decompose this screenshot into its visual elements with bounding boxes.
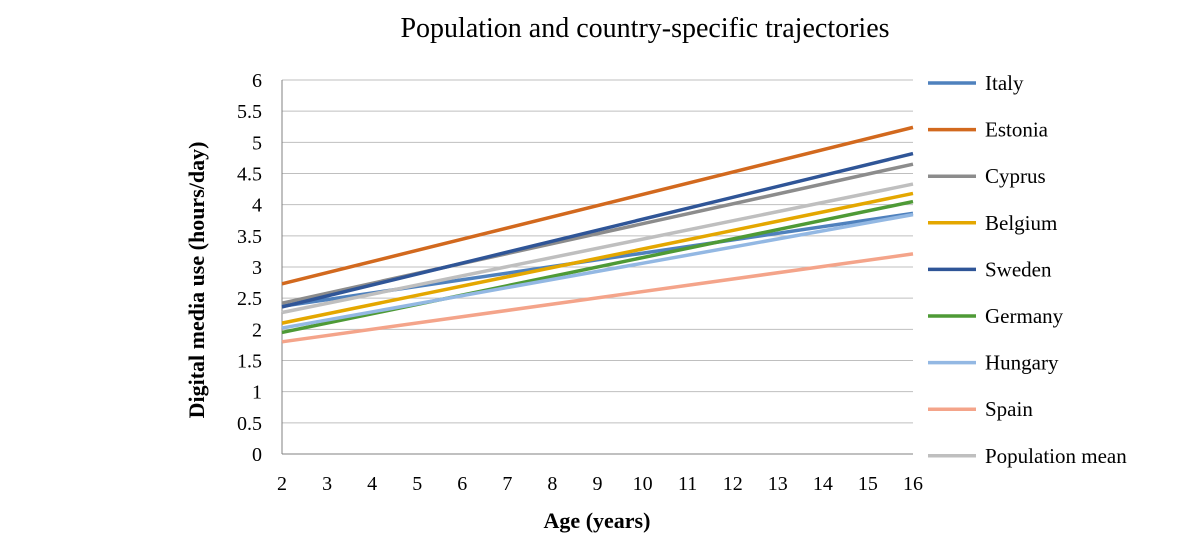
y-tick-label: 0 (252, 444, 262, 466)
y-tick-label: 1.5 (237, 351, 262, 373)
x-tick-label: 5 (412, 473, 422, 495)
x-tick-label: 4 (367, 473, 377, 495)
y-axis-label: Digital media use (hours/day) (184, 142, 209, 419)
y-tick-label: 5 (252, 132, 262, 154)
legend-label: Population mean (985, 444, 1127, 468)
y-tick-label: 4 (252, 195, 262, 217)
x-tick-label: 12 (723, 473, 743, 495)
x-tick-label: 16 (903, 473, 923, 495)
x-tick-label: 13 (768, 473, 788, 495)
legend-label: Belgium (985, 211, 1057, 235)
x-tick-label: 10 (633, 473, 653, 495)
series-line (281, 182, 914, 315)
series-line (281, 252, 914, 344)
y-tick-label: 3.5 (237, 226, 262, 248)
series-line (281, 212, 914, 330)
x-tick-labels: 2 3 4 5 6 7 8 9 10 11 12 13 14 15 16 (277, 473, 923, 495)
series-line (281, 125, 914, 286)
legend-label: Hungary (985, 351, 1059, 375)
y-tick-label: 2.5 (237, 288, 262, 310)
x-tick-label: 3 (322, 473, 332, 495)
y-tick-label: 3 (252, 257, 262, 279)
x-tick-label: 15 (858, 473, 878, 495)
legend-label: Cyprus (985, 164, 1046, 188)
chart-title: Population and country-specific trajecto… (400, 13, 889, 44)
legend-label: Estonia (985, 118, 1049, 142)
legend-label: Spain (985, 397, 1033, 421)
x-tick-label: 9 (593, 473, 603, 495)
series-line (281, 191, 914, 325)
series-line (281, 151, 914, 309)
x-tick-label: 2 (277, 473, 287, 495)
x-tick-label: 6 (457, 473, 467, 495)
legend-label: Italy (985, 71, 1024, 95)
legend-label: Germany (985, 304, 1064, 328)
legend: Italy Estonia Cyprus Belgium Sweden Germany Hu… (928, 71, 1127, 468)
y-tick-label: 1 (252, 382, 262, 404)
x-tick-label: 7 (502, 473, 512, 495)
legend-label: Sweden (985, 257, 1052, 281)
y-tick-label: 2 (252, 319, 262, 341)
y-tick-label: 5.5 (237, 101, 262, 123)
x-tick-label: 14 (813, 473, 833, 495)
y-tick-labels: 0 0.5 1 1.5 2 2.5 3 3.5 4 4.5 5 5.5 6 (237, 70, 262, 466)
x-axis-label: Age (years) (544, 508, 651, 533)
x-tick-label: 8 (547, 473, 557, 495)
y-tick-label: 6 (252, 70, 262, 92)
y-tick-label: 0.5 (237, 413, 262, 435)
y-tick-label: 4.5 (237, 164, 262, 186)
x-tick-label: 11 (678, 473, 697, 495)
series-lines (281, 125, 914, 344)
